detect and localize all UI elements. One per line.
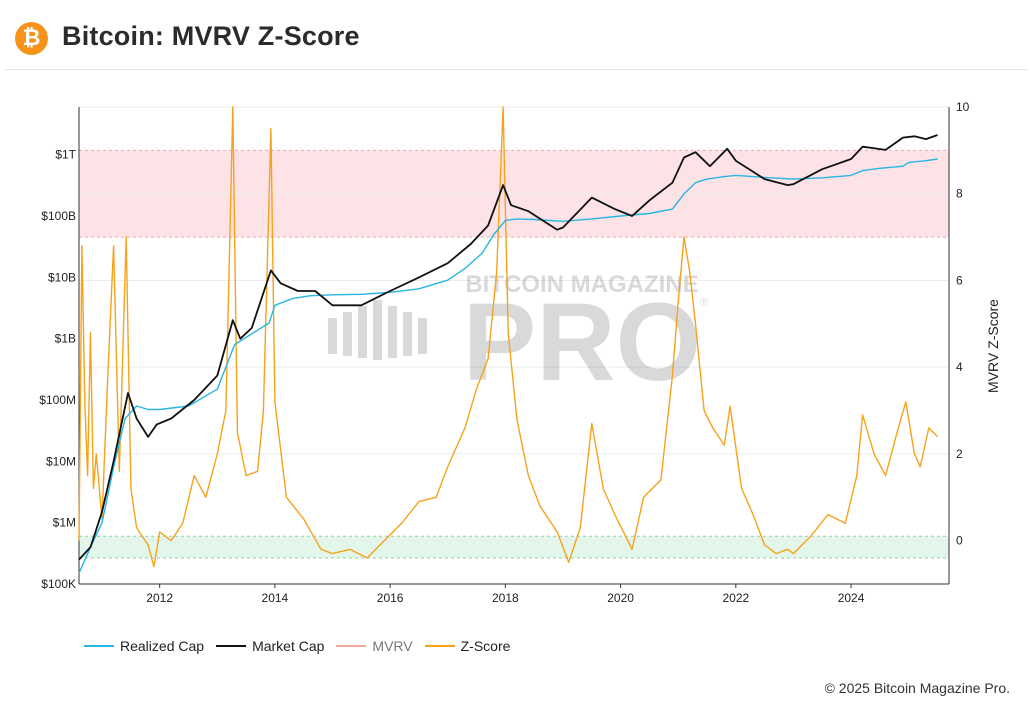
page-title: Bitcoin: MVRV Z-Score — [62, 21, 360, 51]
x-tick-label: 2016 — [377, 591, 404, 605]
watermark-bar — [418, 318, 427, 354]
watermark-line2: PRO — [463, 281, 701, 404]
y-left-tick-label: $1M — [53, 516, 76, 530]
chart-header: ₿ Bitcoin: MVRV Z-Score — [0, 0, 1029, 70]
y-left-tick-label: $10M — [46, 454, 76, 468]
watermark-bar — [403, 312, 412, 356]
x-tick-label: 2022 — [722, 591, 749, 605]
legend-item-mvrv[interactable]: MVRV — [336, 638, 413, 654]
legend-item-market-cap[interactable]: Market Cap — [216, 638, 324, 654]
zone-band — [79, 536, 949, 558]
legend-label: MVRV — [372, 638, 413, 654]
market-cap-swatch — [216, 645, 247, 647]
x-tick-label: 2014 — [262, 591, 289, 605]
watermark-bar — [388, 306, 397, 358]
watermark-bar — [373, 300, 382, 360]
y-right-tick-label: 8 — [956, 187, 963, 201]
y-right-tick-label: 2 — [956, 447, 963, 461]
series-line-realized-cap — [78, 158, 938, 574]
series-line-z-score — [78, 106, 938, 568]
legend-item-z-score[interactable]: Z-Score — [424, 638, 511, 654]
x-tick-label: 2024 — [838, 591, 865, 605]
legend-label: Realized Cap — [120, 638, 205, 654]
bitcoin-logo-icon: ₿ — [15, 22, 48, 55]
series-line-market-cap — [78, 134, 938, 561]
y-right-axis-title: MVRV Z-Score — [985, 299, 1001, 393]
chart-legend: Realized Cap Market Cap MVRV Z-Score — [84, 638, 522, 654]
legend-item-realized-cap[interactable]: Realized Cap — [84, 638, 204, 654]
watermark-bar — [358, 306, 367, 358]
y-left-tick-label: $100K — [41, 577, 76, 591]
y-left-tick-label: $1B — [55, 332, 76, 346]
y-right-tick-label: 0 — [956, 534, 963, 548]
x-tick-label: 2018 — [492, 591, 519, 605]
copyright-text: © 2025 Bitcoin Magazine Pro. — [824, 680, 1010, 696]
z-score-swatch — [424, 645, 455, 647]
y-right-tick-label: 10 — [956, 100, 970, 114]
y-left-tick-label: $10B — [48, 270, 76, 284]
y-left-tick-label: $100B — [41, 209, 76, 223]
watermark-bar — [343, 312, 352, 356]
x-tick-label: 2020 — [607, 591, 634, 605]
y-left-tick-label: $100M — [39, 393, 76, 407]
watermark-bar — [328, 318, 337, 354]
realized-cap-swatch — [84, 645, 114, 647]
y-right-tick-label: 4 — [956, 360, 963, 374]
legend-label: Market Cap — [252, 638, 325, 654]
legend-label: Z-Score — [460, 638, 511, 654]
watermark-mark: ® — [700, 295, 709, 309]
watermark-line1: BITCOIN MAGAZINE — [465, 271, 698, 298]
x-tick-label: 2012 — [146, 591, 173, 605]
header-divider — [5, 69, 1027, 70]
y-left-tick-label: $1T — [55, 148, 76, 162]
mvrv-swatch — [336, 645, 367, 647]
y-right-tick-label: 6 — [956, 273, 963, 287]
